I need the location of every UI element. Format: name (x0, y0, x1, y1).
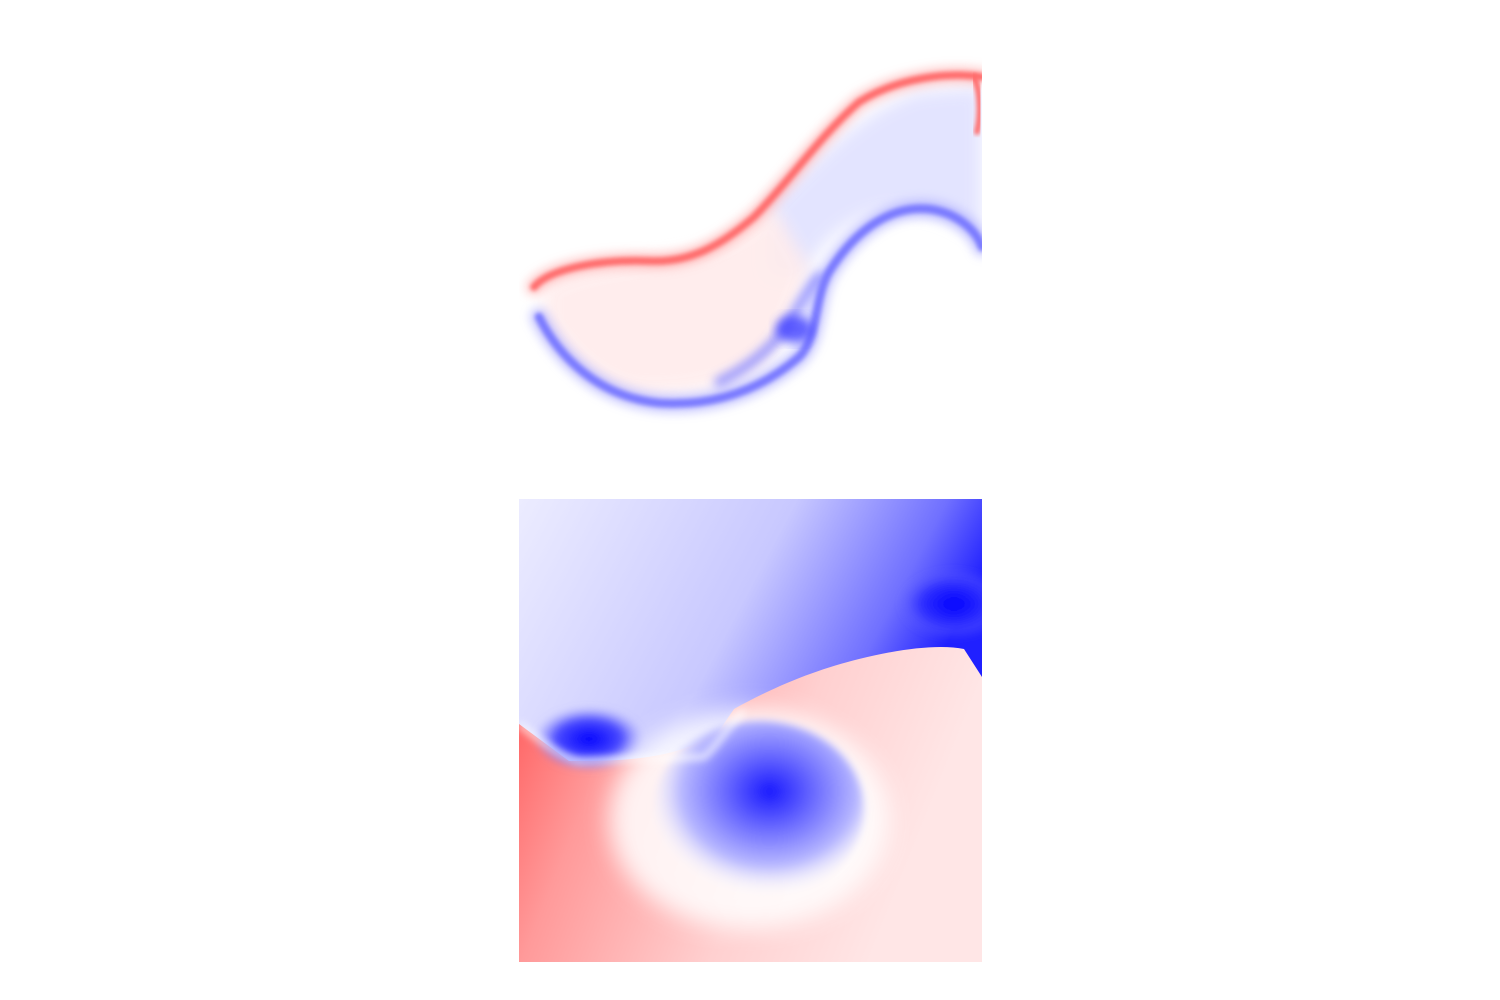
top-pale-pink-region (544, 207, 809, 394)
top-field-image (519, 37, 982, 500)
bottom-vortex-core (654, 721, 864, 897)
top-blue-edge-glow (530, 199, 982, 413)
bottom-field-panel (519, 499, 982, 962)
top-pale-blue-region (769, 87, 982, 277)
top-blue-vortex-blob (776, 315, 812, 343)
bottom-field-image (519, 499, 982, 962)
top-field-panel (519, 37, 982, 500)
top-red-right-tail (971, 74, 982, 135)
bottom-right-blue-spot (899, 569, 982, 639)
bottom-white-seam (519, 708, 747, 765)
top-red-edge-glow (526, 67, 982, 295)
bottom-blue-upper-region (519, 499, 982, 761)
